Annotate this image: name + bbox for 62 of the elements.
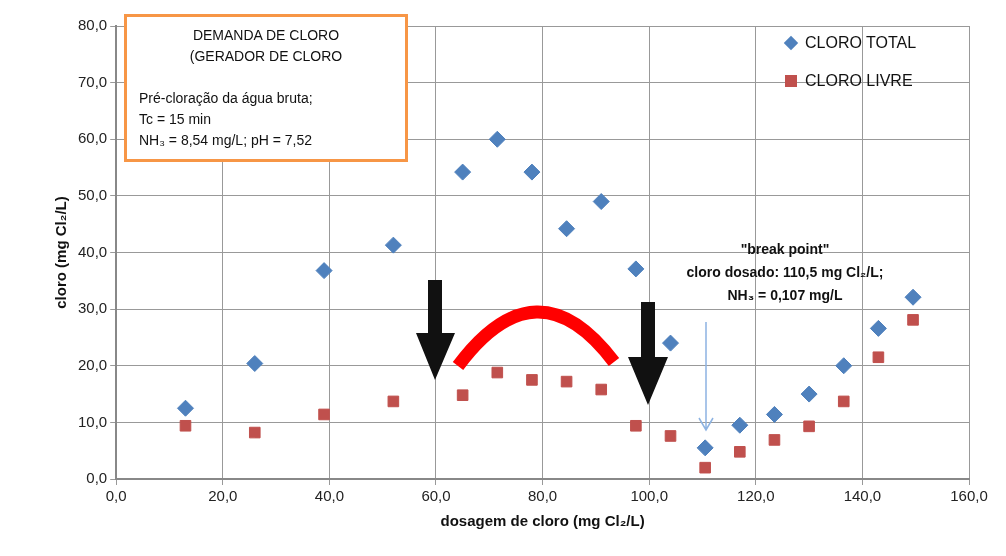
legend-label: CLORO LIVRE — [805, 72, 913, 90]
point — [387, 395, 400, 408]
point — [560, 375, 573, 388]
point — [179, 419, 192, 432]
point — [491, 366, 504, 379]
x-tick-label: 80,0 — [528, 487, 558, 505]
annotation: "break point" cloro dosado: 110,5 mg Cl₂/L; NH₃ = 0,107 mg/L — [685, 240, 885, 305]
annotation: DEMANDA DE CLORO (GERADOR DE CLORO — [188, 26, 344, 66]
point — [765, 405, 783, 423]
point — [558, 220, 576, 238]
point — [384, 236, 402, 254]
point — [318, 408, 330, 421]
point — [246, 354, 264, 372]
y-axis-title: cloro (mg Cl₂/L) — [52, 196, 70, 309]
y-tick-label: 20,0 — [77, 355, 108, 373]
point — [734, 446, 746, 458]
point — [872, 351, 885, 364]
annotation: Pré-cloração da água bruta; Tc = 15 min NH₃ = 8,54 mg/L; pH = 7,52 — [139, 89, 314, 150]
x-tick-label: 140,0 — [843, 487, 882, 505]
point — [595, 383, 608, 396]
x-tick-label: 100,0 — [630, 487, 668, 505]
y-tick-label: 80,0 — [77, 16, 108, 34]
x-tick-label: 20,0 — [208, 487, 238, 505]
x-tick-label: 0,0 — [105, 487, 127, 505]
y-tick-label: 40,0 — [77, 242, 108, 260]
point — [662, 334, 680, 352]
point — [315, 262, 333, 280]
y-tick-label: 10,0 — [77, 412, 108, 430]
x-tick-label: 120,0 — [737, 487, 775, 505]
point — [768, 434, 781, 446]
point — [176, 399, 194, 417]
point — [454, 163, 472, 181]
y-tick-label: 60,0 — [77, 129, 108, 147]
point — [904, 288, 922, 306]
point — [800, 385, 818, 403]
point — [664, 430, 677, 442]
point — [837, 395, 850, 408]
point — [699, 461, 711, 474]
point — [696, 439, 714, 457]
point — [488, 130, 506, 148]
y-tick-label: 50,0 — [77, 186, 108, 204]
point — [526, 374, 538, 386]
y-tick-label: 0,0 — [86, 469, 108, 487]
y-tick-label: 70,0 — [77, 72, 108, 90]
x-axis-title: dosagem de cloro (mg Cl₂/L) — [440, 512, 645, 530]
text-box: DEMANDA DE CLORO (GERADOR DE CLORO Pré-cloração da água bruta; Tc = 15 min NH₃ = 8,54 mg/L; pH = 7,52 — [124, 14, 408, 162]
point — [731, 416, 749, 434]
point — [835, 357, 853, 375]
point — [803, 420, 815, 433]
x-tick-label: 40,0 — [314, 487, 344, 505]
point — [248, 426, 261, 439]
point — [627, 260, 645, 278]
legend-label: CLORO TOTAL — [805, 34, 917, 52]
x-tick-label: 60,0 — [421, 487, 451, 505]
point — [630, 419, 642, 432]
point — [907, 314, 919, 326]
point — [523, 163, 541, 181]
point — [869, 319, 887, 337]
point — [592, 193, 610, 211]
x-tick-label: 160,0 — [950, 487, 988, 505]
y-tick-label: 30,0 — [77, 299, 108, 317]
point — [456, 389, 469, 401]
